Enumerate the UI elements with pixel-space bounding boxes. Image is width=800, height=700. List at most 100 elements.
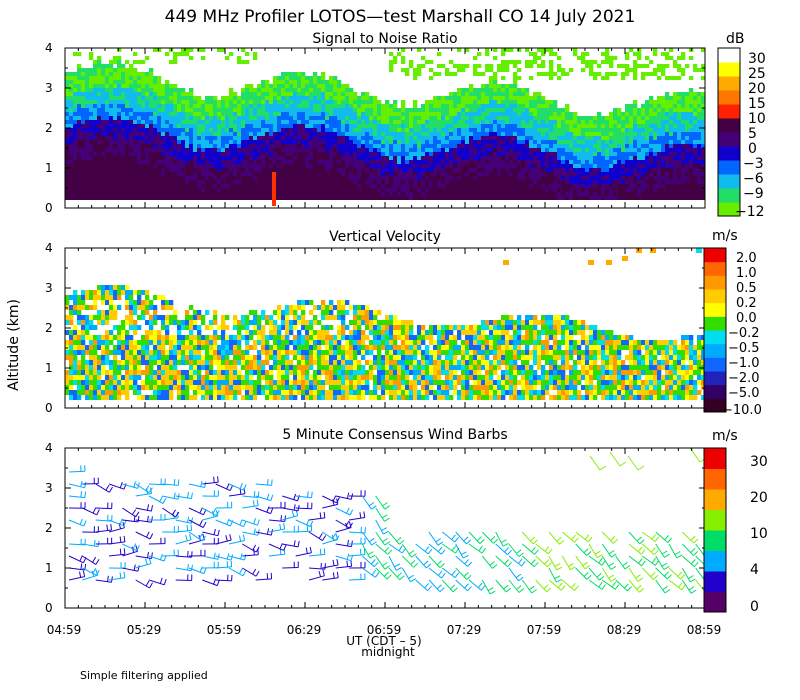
snr-cell	[109, 100, 114, 104]
snr-cell	[249, 172, 254, 176]
snr-cell	[433, 184, 438, 188]
snr-cell	[365, 104, 370, 108]
snr-cell	[149, 80, 154, 84]
snr-cell	[97, 96, 102, 100]
snr-cell	[321, 128, 326, 132]
snr-cell	[505, 88, 510, 92]
snr-cell	[609, 156, 614, 160]
snr-cell	[101, 192, 106, 196]
snr-cell	[141, 80, 146, 84]
snr-cell	[197, 148, 202, 152]
snr-cell	[305, 80, 310, 84]
snr-cell	[77, 84, 82, 88]
snr-cell	[597, 140, 602, 144]
snr-cell	[281, 160, 286, 164]
snr-cell	[225, 100, 230, 104]
snr-cell	[413, 156, 418, 160]
snr-cell	[257, 104, 262, 108]
snr-cell	[117, 168, 122, 172]
snr-cell	[365, 192, 370, 196]
snr-cell	[245, 84, 250, 88]
snr-cell	[213, 180, 218, 184]
snr-cell	[693, 176, 698, 180]
snr-cell	[217, 196, 222, 200]
snr-cell	[669, 156, 674, 160]
snr-cell	[93, 172, 98, 176]
snr-cell	[581, 184, 586, 188]
snr-cell	[137, 60, 142, 64]
snr-cell	[281, 196, 286, 200]
snr-cell	[609, 160, 614, 164]
snr-cell	[585, 144, 590, 148]
snr-cell	[509, 192, 514, 196]
snr-cell	[693, 168, 698, 172]
snr-cell	[373, 164, 378, 168]
snr-cell	[449, 136, 454, 140]
snr-cell	[209, 128, 214, 132]
snr-cell	[501, 76, 506, 80]
snr-cell	[557, 192, 562, 196]
snr-cell	[153, 172, 158, 176]
snr-cell	[313, 92, 318, 96]
snr-cell	[297, 188, 302, 192]
snr-cell	[565, 120, 570, 124]
snr-cell	[325, 180, 330, 184]
snr-cell	[93, 124, 98, 128]
snr-cell	[297, 148, 302, 152]
snr-cell	[521, 140, 526, 144]
snr-cell	[69, 140, 74, 144]
snr-cell	[425, 184, 430, 188]
snr-cell	[557, 188, 562, 192]
snr-cell	[333, 144, 338, 148]
snr-cell	[249, 184, 254, 188]
colorbar-swatch	[718, 118, 740, 133]
snr-cell	[261, 168, 266, 172]
snr-cell	[137, 152, 142, 156]
snr-cell	[389, 176, 394, 180]
snr-cell	[97, 188, 102, 192]
snr-cell	[553, 140, 558, 144]
snr-cell	[273, 156, 278, 160]
snr-cell	[485, 188, 490, 192]
snr-cell	[401, 104, 406, 108]
snr-cell	[345, 144, 350, 148]
snr-y-tick-labels: 4 3 2 1 0	[45, 41, 53, 215]
snr-cell	[453, 92, 458, 96]
snr-cell	[553, 116, 558, 120]
snr-cell	[413, 140, 418, 144]
snr-cell	[77, 132, 82, 136]
snr-cell	[569, 132, 574, 136]
snr-cell	[253, 180, 258, 184]
snr-cell	[661, 176, 666, 180]
snr-cell	[433, 108, 438, 112]
snr-cell	[329, 120, 334, 124]
snr-cell	[665, 156, 670, 160]
snr-cell	[581, 156, 586, 160]
snr-cell	[205, 148, 210, 152]
velocity-cell	[73, 360, 78, 365]
snr-cell	[581, 148, 586, 152]
snr-cbar-label-1: 25	[748, 66, 766, 82]
snr-cell	[617, 128, 622, 132]
snr-cell	[253, 148, 258, 152]
snr-cell	[529, 124, 534, 128]
velocity-cell	[85, 305, 90, 310]
snr-cell	[113, 196, 118, 200]
snr-cell	[177, 196, 182, 200]
snr-cell	[437, 152, 442, 156]
snr-cell	[513, 188, 518, 192]
snr-cell	[157, 140, 162, 144]
snr-cell	[409, 120, 414, 124]
snr-cell	[645, 132, 650, 136]
snr-cell	[293, 80, 298, 84]
snr-cell	[225, 164, 230, 168]
snr-cell	[665, 100, 670, 104]
snr-cell	[637, 164, 642, 168]
snr-cell	[429, 148, 434, 152]
snr-cell	[613, 124, 618, 128]
snr-cell	[253, 140, 258, 144]
snr-cell	[73, 180, 78, 184]
snr-cell	[253, 120, 258, 124]
snr-cell	[501, 132, 506, 136]
velocity-cell	[81, 380, 86, 385]
